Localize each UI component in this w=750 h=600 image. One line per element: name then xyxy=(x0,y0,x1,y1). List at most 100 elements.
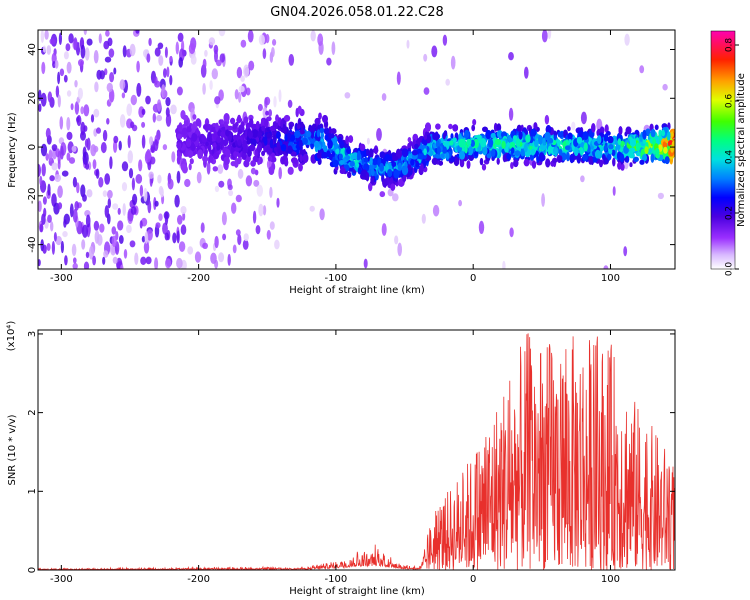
spectrogram-cell xyxy=(214,96,221,105)
spectrogram-cell xyxy=(58,32,63,45)
spectrogram-cell xyxy=(48,149,53,162)
spectrogram-cell xyxy=(290,151,297,157)
spectrogram-cell xyxy=(197,149,204,160)
colorbar-scale xyxy=(710,30,736,270)
spectrogram-cell xyxy=(240,75,245,82)
spectrogram-cell xyxy=(316,129,321,138)
spectrogram-cell xyxy=(66,131,73,141)
spectrogram-cell xyxy=(607,153,612,161)
spectrogram-cell xyxy=(328,133,335,139)
spectrogram-cell xyxy=(62,231,68,238)
spectrogram-cell xyxy=(624,33,630,46)
spectrogram-cell xyxy=(180,206,187,214)
spectrogram-cell xyxy=(242,239,249,250)
spectrogram-cell xyxy=(163,90,168,98)
spectrogram-cell xyxy=(442,146,447,154)
spectrogram-cell xyxy=(127,150,133,164)
spectrogram-cell xyxy=(154,257,159,269)
spectrogram-cell xyxy=(72,208,78,223)
colorbar-ticks: 0.0 0.2 0.4 0.6 0.8 xyxy=(725,38,739,276)
spectrogram-cell xyxy=(84,138,89,148)
spectrogram-cell xyxy=(459,150,466,160)
spectrogram-cell xyxy=(317,33,324,46)
spectrogram-cell xyxy=(80,44,86,59)
spectrogram-cell xyxy=(92,255,96,266)
spectrogram-cell xyxy=(135,30,140,34)
spectrogram-cell xyxy=(103,250,109,258)
spectrogram-cell xyxy=(276,131,281,139)
spectrogram-cell xyxy=(464,144,468,154)
spectrogram-cell xyxy=(389,177,394,186)
spectrogram-cell xyxy=(268,166,275,176)
spectrogram-cell xyxy=(578,130,584,138)
spectrogram-cell xyxy=(482,145,488,156)
spectrogram-cell xyxy=(662,142,668,149)
spectrogram-cell xyxy=(178,124,183,132)
spectrogram-cell xyxy=(324,134,328,141)
spectrogram-cell xyxy=(118,140,122,151)
spectrogram-cell xyxy=(72,262,78,269)
spectrogram-cell xyxy=(269,138,274,149)
spectrogram-cell xyxy=(554,148,558,157)
spectrogram-cell xyxy=(190,123,196,133)
spectrogram-cell xyxy=(71,243,77,256)
spectrogram-cell xyxy=(496,123,502,132)
spectrogram-cell xyxy=(376,128,382,141)
spectrogram-cell xyxy=(397,162,402,171)
spectrogram-cell xyxy=(544,114,550,125)
spectrogram-cell xyxy=(65,43,71,52)
spectrogram-cell xyxy=(93,220,100,231)
spectrogram-cell xyxy=(472,119,477,126)
spectrogram-cell xyxy=(264,97,268,109)
spectrogram-cell xyxy=(381,223,387,236)
spectrogram-cell xyxy=(203,124,207,130)
spectrogram-cell xyxy=(564,145,571,151)
spectrogram-cell xyxy=(368,164,375,170)
spectrogram-cell xyxy=(583,142,588,152)
spectrogram-cell xyxy=(280,119,284,128)
spectrogram-cell xyxy=(473,151,479,157)
spectrogram-cell xyxy=(130,94,137,106)
spectrogram-cell xyxy=(210,252,217,264)
spectrogram-cell xyxy=(287,99,293,108)
spectrogram-cell xyxy=(603,265,609,269)
spectrogram-cell xyxy=(612,157,616,167)
spectrogram-cell xyxy=(235,229,241,236)
spectrogram-cell xyxy=(109,72,115,83)
spectrogram-cell xyxy=(645,128,651,137)
spectrogram-cell xyxy=(283,114,291,122)
spectrogram-cell xyxy=(372,148,379,154)
spectrogram-cell xyxy=(547,30,552,40)
spectrogram-cell xyxy=(608,144,614,150)
spectrogram-cell xyxy=(136,60,140,73)
spectrogram-cell xyxy=(105,30,110,37)
spectrogram-cell xyxy=(345,155,351,161)
spectrogram-cell xyxy=(215,59,222,67)
spectrogram-cell xyxy=(267,155,273,162)
spectrogram-cell xyxy=(366,148,370,156)
spectrogram-cell xyxy=(471,124,476,132)
spectrogram-cell xyxy=(171,151,176,163)
spectrogram-cell xyxy=(223,138,229,146)
spectrogram-cell xyxy=(339,140,345,149)
spectrogram-cell xyxy=(599,159,603,168)
spectrogram-cell xyxy=(464,129,470,139)
spectrogram-cell xyxy=(431,45,438,58)
spectrogram-cell xyxy=(482,126,488,132)
spectrogram-cell xyxy=(102,190,108,198)
spectrogram-cell xyxy=(155,222,161,229)
spectrogram-cell xyxy=(243,233,249,242)
spectrogram-cell xyxy=(671,140,675,149)
spectrogram-cell xyxy=(66,117,71,131)
spectrogram-cell xyxy=(487,138,494,148)
spectrogram-cell xyxy=(121,161,129,172)
spectrogram-cell xyxy=(78,59,84,67)
spectrogram-cell xyxy=(530,148,536,156)
spectrogram-cell xyxy=(218,30,226,37)
spectrogram-cell xyxy=(175,41,179,55)
spectrogram-cell xyxy=(437,146,441,155)
spectrogram-cell xyxy=(112,256,118,264)
spectrogram-cell xyxy=(59,68,65,77)
spectrogram-cell xyxy=(112,203,119,210)
spectrogram-cell xyxy=(664,126,668,134)
